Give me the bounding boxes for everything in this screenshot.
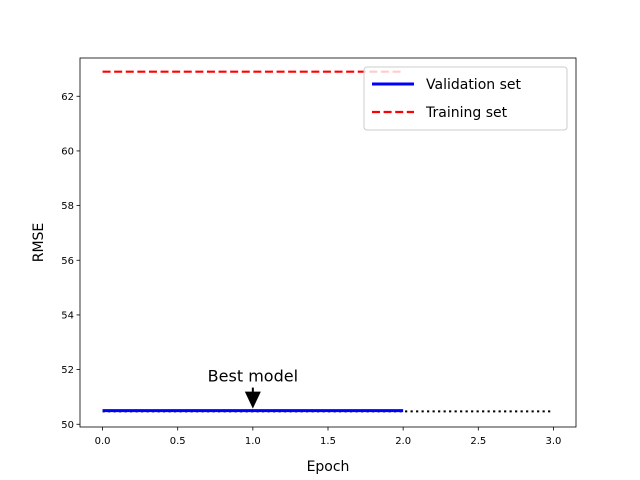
y-axis-label: RMSE: [31, 223, 47, 263]
x-tick-label: 3.0: [546, 436, 562, 447]
x-tick-label: 1.5: [320, 436, 336, 447]
x-tick-label: 0.0: [95, 436, 111, 447]
x-tick-label: 0.5: [170, 436, 186, 447]
y-tick-label: 60: [61, 147, 74, 158]
x-axis-label: Epoch: [307, 459, 350, 475]
legend: Validation set Training set: [363, 66, 568, 131]
x-tick-label: 2.0: [395, 436, 411, 447]
legend-label-validation-set: Validation set: [426, 77, 521, 93]
y-tick-label: 58: [61, 201, 74, 212]
annotation-layer: Best model: [208, 367, 298, 409]
series-layer: [102, 70, 554, 413]
y-tick-label: 50: [61, 420, 74, 431]
axes-layer: 0.0 0.5 1.0 1.5 2.0 2.5 3.0 50 52 54 56 58 60 62 Epoch…: [31, 57, 577, 475]
y-tick-label: 52: [61, 365, 74, 376]
x-tick-label: 1.0: [245, 436, 261, 447]
y-tick-label: 62: [61, 92, 74, 103]
annotation-arrow-head: [244, 391, 261, 409]
y-tick-label: 56: [61, 256, 74, 267]
legend-label-training-set: Training set: [425, 105, 508, 121]
legend-box: [363, 66, 568, 131]
x-tick-label: 2.5: [470, 436, 486, 447]
y-tick-label: 54: [61, 311, 74, 322]
annotation-text-best-model: Best model: [208, 367, 298, 386]
